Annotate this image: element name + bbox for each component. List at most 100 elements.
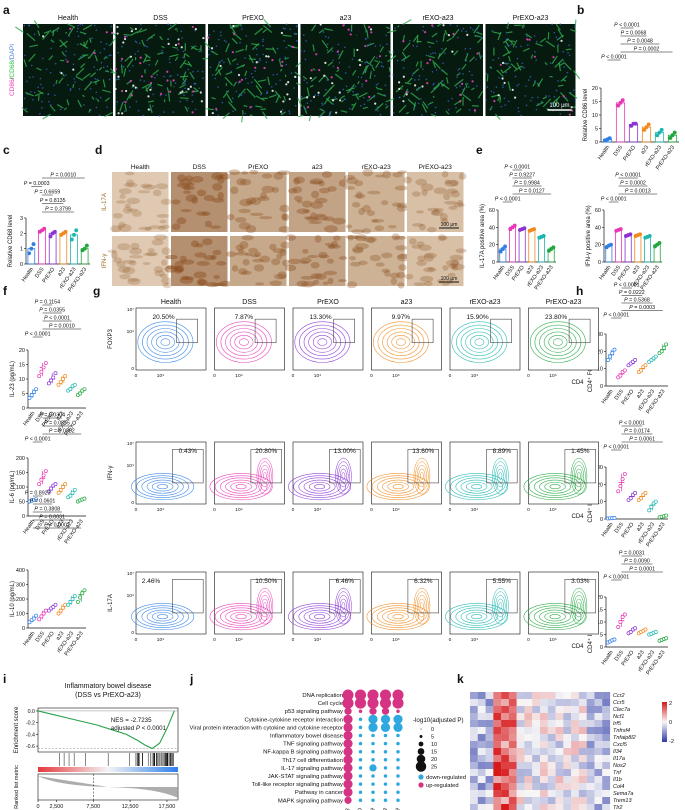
- tissue-stroke: [82, 24, 93, 31]
- p-rest: = 0.0304: [43, 413, 65, 419]
- cd-dot: [149, 81, 153, 85]
- tissue-stroke: [139, 28, 148, 33]
- ihc-texture: [128, 260, 137, 266]
- cd-dot: [199, 91, 202, 94]
- ihc-texture: [418, 244, 432, 251]
- data-point-Health: [27, 620, 32, 625]
- heatmap-cell: [516, 776, 525, 784]
- heatmap-cell: [508, 769, 517, 777]
- heatmap-cell: [602, 790, 611, 798]
- dapi-dot: [89, 88, 92, 90]
- tissue-stroke: [87, 56, 90, 59]
- contour: [382, 479, 415, 494]
- contour: [523, 603, 587, 631]
- p-italic: P: [614, 23, 618, 29]
- heatmap-cell: [508, 720, 517, 728]
- ihc-texture: [315, 213, 327, 217]
- tissue-stroke: [187, 61, 193, 67]
- tissue-stroke: [366, 30, 369, 39]
- y-tick: 10⁴: [127, 329, 134, 335]
- data-point-a23: [642, 127, 647, 132]
- dapi-dot: [256, 54, 258, 56]
- heatmap-cell: [516, 741, 525, 749]
- tissue-stroke: [465, 82, 468, 88]
- kegg-dot: [371, 741, 375, 746]
- p-italic: P: [30, 499, 34, 505]
- dapi-dot: [221, 59, 223, 62]
- cd-dot: [452, 32, 455, 36]
- tissue-stroke: [469, 56, 475, 63]
- p-value-label: P < 0.0001: [495, 197, 521, 203]
- dapi-dot: [534, 80, 536, 82]
- cd-dot: [134, 27, 137, 31]
- heatmap-cell: [578, 748, 587, 756]
- data-point-PrEXO-a23: [659, 349, 664, 354]
- tissue-stroke: [82, 94, 85, 98]
- heatmap-cell: [501, 734, 509, 742]
- y-tick-label: 10: [597, 500, 603, 506]
- p-italic: P: [49, 429, 53, 435]
- dapi-dot: [184, 80, 187, 82]
- data-point-DSS: [622, 368, 627, 373]
- heatmap-cell: [501, 713, 509, 721]
- dapi-dot: [135, 100, 138, 103]
- ihc-texture: [161, 277, 174, 285]
- contour-up: [577, 602, 581, 610]
- dapi-dot: [54, 62, 57, 65]
- dapi-dot: [244, 112, 246, 115]
- dapi-dot: [349, 107, 351, 110]
- data-point-Health: [500, 247, 505, 251]
- dapi-dot: [259, 93, 262, 96]
- tissue-stroke: [433, 61, 441, 70]
- tissue-stroke: [436, 23, 442, 27]
- data-point-a23: [63, 374, 68, 379]
- data-point-DSS: [620, 615, 625, 619]
- cd-dot: [511, 88, 514, 91]
- dapi-dot: [303, 79, 306, 81]
- heatmap-cell: [555, 699, 564, 707]
- tissue-stroke: [56, 103, 64, 109]
- dapi-dot: [459, 80, 461, 83]
- p-value-label: P = 0.0068: [621, 31, 647, 37]
- y-tick-label: 60: [489, 208, 495, 214]
- contour-center: [163, 340, 167, 344]
- tissue-stroke: [551, 55, 558, 65]
- heatmap-cell: [571, 741, 579, 749]
- contour-up: [575, 598, 583, 614]
- tissue-stroke: [545, 40, 556, 48]
- ihc-texture: [416, 241, 425, 247]
- tissue-stroke: [428, 101, 434, 105]
- p-value-label: P = 0.0002: [634, 47, 660, 53]
- stain-label-part: /: [9, 77, 16, 79]
- dapi-dot: [337, 43, 340, 46]
- ihc-texture: [310, 261, 320, 269]
- kegg-dot: [371, 782, 375, 786]
- dapi-dot: [533, 35, 536, 37]
- ihc-texture: [129, 247, 142, 255]
- panel-letter-f: f: [3, 284, 8, 298]
- p-italic: P: [40, 198, 44, 204]
- dapi-dot: [211, 74, 214, 76]
- dapi-dot: [225, 90, 228, 93]
- ihc-texture: [300, 261, 309, 265]
- x-tick-label-DSS: DSS: [614, 388, 626, 401]
- ihc-texture: [427, 267, 435, 272]
- dapi-dot: [441, 84, 443, 87]
- dapi-dot: [146, 45, 149, 48]
- ihc-texture: [310, 201, 323, 209]
- heatmap-cell: [516, 727, 525, 735]
- ihc-texture: [442, 264, 449, 271]
- dapi-dot: [100, 41, 102, 43]
- bar-PrEXO: [624, 234, 632, 263]
- ihc-texture: [131, 210, 142, 217]
- dapi-dot: [545, 95, 547, 97]
- tissue-stroke: [98, 67, 103, 71]
- heatmap-cell: [586, 706, 595, 714]
- cd-dot: [271, 89, 274, 92]
- tissue-stroke: [421, 103, 428, 113]
- ihc-texture: [369, 254, 382, 262]
- tissue-stroke: [336, 68, 340, 73]
- gate: [564, 449, 597, 484]
- data-point-DSS: [39, 614, 44, 619]
- heatmap-cell: [578, 797, 587, 805]
